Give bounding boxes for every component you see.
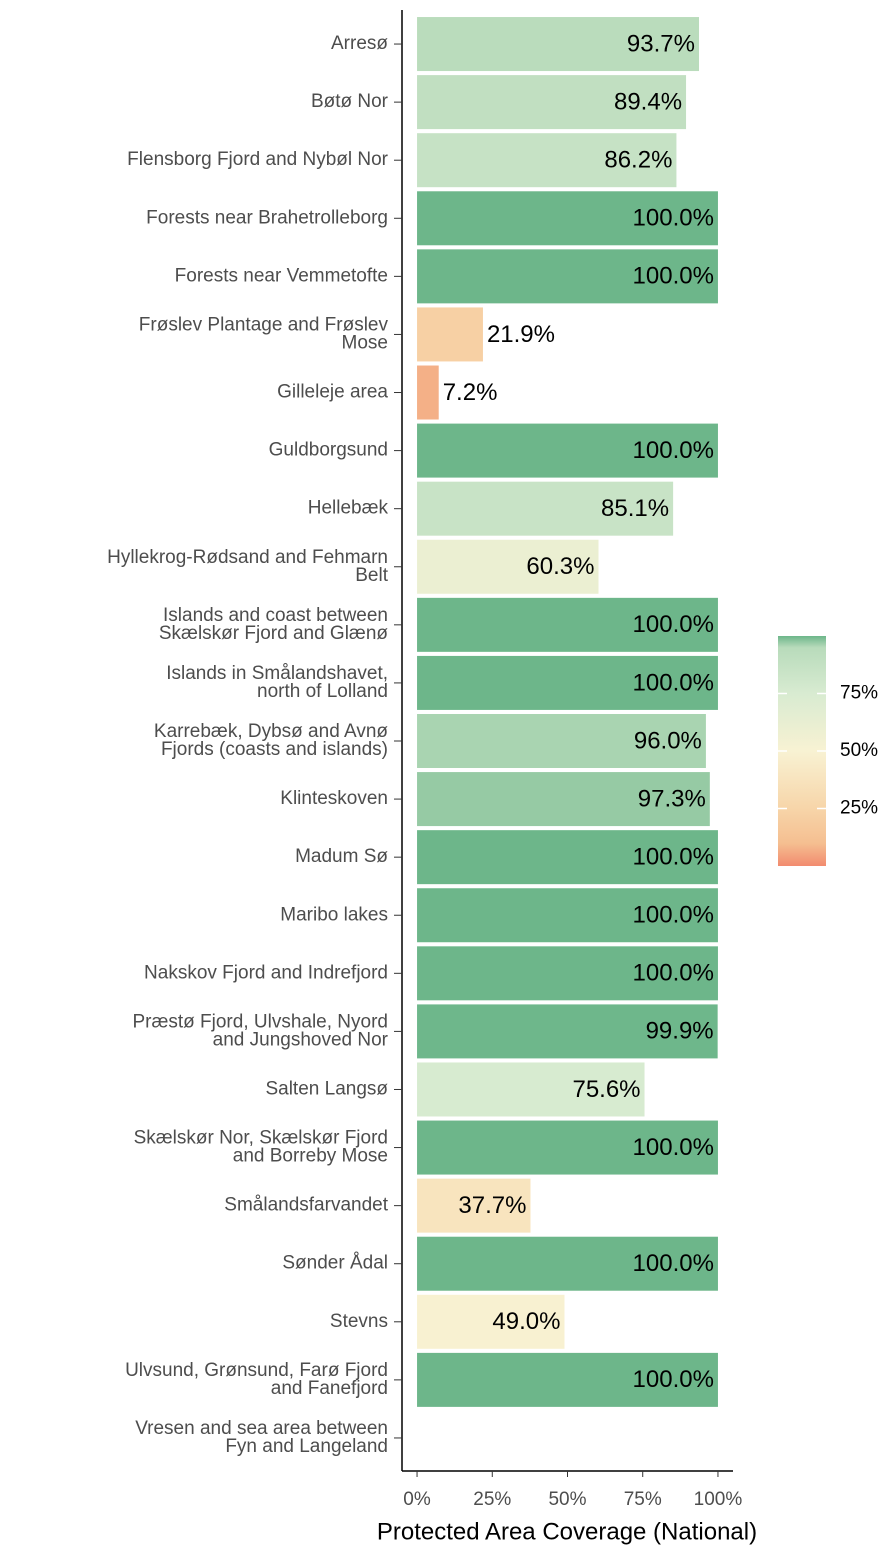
bar [417,1352,718,1407]
bar [417,714,706,768]
bar [417,133,677,188]
bar [417,1236,718,1291]
bar [417,75,687,130]
value-label: 100.0% [633,263,714,290]
value-label: 37.7% [458,1192,526,1219]
x-tick-label: 100% [694,1489,743,1510]
value-label: 100.0% [633,669,714,696]
value-label: 60.3% [526,553,594,580]
bar [417,597,718,652]
y-tick-label: Vresen and sea area between Fyn and Lange… [135,1418,388,1457]
legend-label: 50% [840,740,878,761]
bar [417,365,439,420]
value-label: 100.0% [633,437,714,464]
value-label: 93.7% [627,30,695,57]
value-label: 100.0% [633,205,714,232]
bar [417,946,718,1001]
value-label: 100.0% [633,1250,714,1277]
x-tick-label: 50% [548,1489,586,1510]
bar [417,1294,565,1349]
x-tick-label: 25% [473,1489,511,1510]
bar [417,1120,718,1175]
y-tick-label: Madum Sø [295,846,388,867]
value-label: 75.6% [572,1076,640,1103]
y-tick-label: Karrebæk, Dybsø and Avnø Fjords (coasts a… [154,721,388,760]
y-tick-label: Gilleleje area [277,382,388,403]
y-tick-label: Frøslev Plantage and Frøslev Mose [139,314,389,353]
value-label: 100.0% [633,611,714,638]
value-label: 100.0% [633,844,714,871]
bar [417,249,718,304]
bar [417,655,718,710]
value-label: 49.0% [492,1308,560,1335]
y-tick-label: Arresø [331,33,388,54]
value-label: 7.2% [443,379,498,406]
bar [417,1062,645,1117]
y-tick-label: Guldborgsund [269,440,388,461]
y-tick-label: Islands and coast between Skælskør Fjord … [159,605,389,644]
value-label: 97.3% [638,785,706,812]
bar [417,888,718,943]
y-tick-label: Stevns [330,1311,388,1332]
bar [417,1004,718,1059]
bar [417,830,718,885]
y-tick-label: Forests near Vemmetofte [175,265,388,286]
legend-label: 75% [840,683,878,704]
value-label: 96.0% [634,727,702,754]
y-tick-label: Flensborg Fjord and Nybøl Nor [127,149,388,170]
value-label: 100.0% [633,1366,714,1393]
bar [417,17,699,72]
y-tick-label: Ulvsund, Grønsund, Farø Fjord and Fanefjo… [125,1360,388,1399]
bar [417,191,718,246]
y-tick-label: Smålandsfarvandet [224,1195,388,1216]
y-tick-label: Hellebæk [308,498,389,519]
y-tick-label: Nakskov Fjord and Indrefjord [144,962,388,983]
bar [417,423,718,478]
value-label: 99.9% [646,1018,714,1045]
y-tick-label: Maribo lakes [280,904,388,925]
x-tick-label: 0% [403,1489,431,1510]
value-label: 85.1% [601,495,669,522]
legend-label: 25% [840,798,878,819]
y-tick-label: Hyllekrog-Rødsand and Fehmarn Belt [107,547,389,586]
y-tick-label: Bøtø Nor [311,91,389,112]
x-tick-label: 75% [624,1489,662,1510]
bar [417,772,710,827]
bar [417,539,599,594]
value-label: 100.0% [633,960,714,987]
value-label: 86.2% [604,147,672,174]
y-tick-label: Salten Langsø [265,1078,388,1099]
y-tick-label: Islands in Smålandshavet, north of Lollan… [166,663,388,702]
value-label: 100.0% [633,902,714,929]
value-label: 89.4% [614,88,682,115]
value-label: 100.0% [633,1134,714,1161]
y-tick-label: Forests near Brahetrolleborg [146,207,388,228]
y-tick-label: Skælskør Nor, Skælskør Fjord and Borreby … [134,1128,388,1167]
bar [417,1178,531,1233]
bar [417,481,674,536]
y-tick-label: Klinteskoven [280,788,388,809]
y-tick-label: Sønder Ådal [282,1253,388,1274]
value-label: 21.9% [487,321,555,348]
bar [417,307,483,362]
y-tick-label: Præstø Fjord, Ulvshale, Nyord and Jungsho… [132,1011,388,1050]
x-axis-title: Protected Area Coverage (National) [377,1518,757,1545]
